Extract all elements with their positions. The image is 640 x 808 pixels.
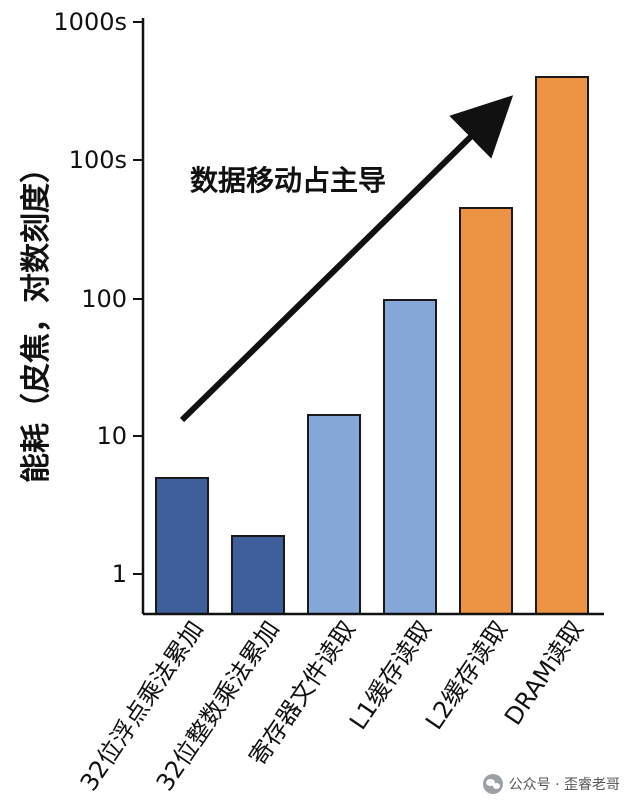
watermark-text: 公众号 · 歪睿老哥	[508, 777, 620, 793]
bar	[459, 207, 513, 615]
x-axis-categories: 32位浮点乘法累加32位整数乘法累加寄存器文件读取L1缓存读取L2缓存读取DRA…	[75, 616, 589, 796]
y-tick-label: 100	[81, 285, 127, 313]
bar	[383, 299, 437, 615]
y-tick-label: 1	[112, 560, 127, 588]
x-category-label: DRAM读取	[499, 616, 589, 731]
y-tick-label: 100s	[69, 146, 127, 174]
y-axis-ticks: 1 10 100 100s 1000s	[53, 8, 143, 588]
bars	[155, 76, 589, 615]
bar	[231, 535, 285, 615]
y-tick-label: 10	[96, 422, 127, 450]
bar	[535, 76, 589, 615]
wechat-icon	[482, 774, 503, 794]
y-tick-label: 1000s	[53, 8, 127, 36]
annotation-label: 数据移动占主导	[190, 164, 386, 197]
bar	[307, 414, 361, 615]
trend-arrow	[179, 95, 514, 423]
y-axis-label: 能耗（皮焦，对数刻度）	[19, 153, 54, 483]
bar	[155, 477, 209, 615]
watermark: 公众号 · 歪睿老哥	[482, 774, 620, 794]
